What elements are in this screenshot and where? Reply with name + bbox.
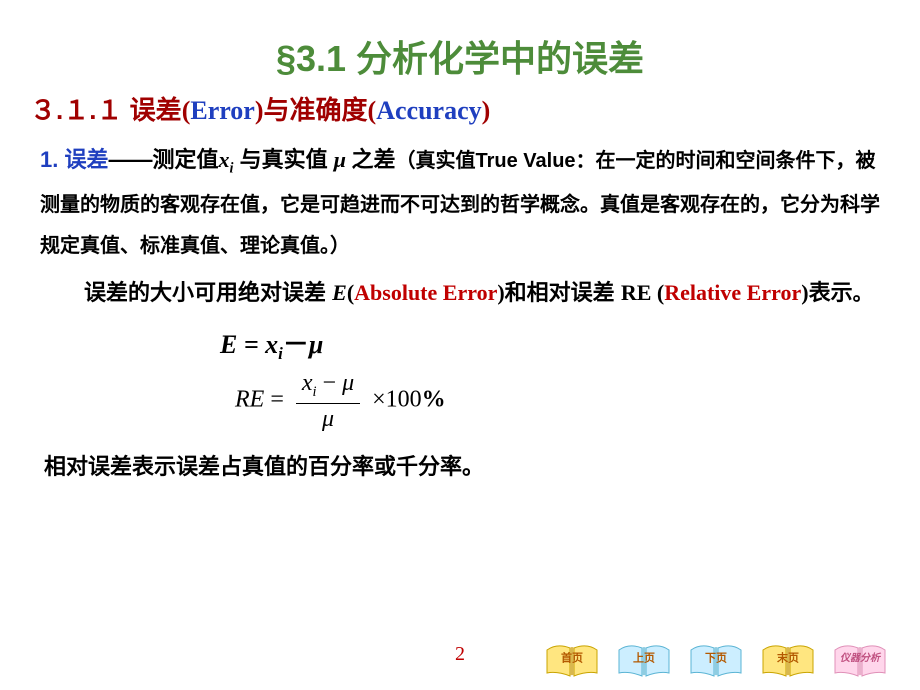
eq-minus: － [283, 330, 309, 359]
eq-equals: = [270, 387, 290, 413]
fraction-numerator: xi − μ [296, 370, 360, 404]
true-value-cn: 真实值 [415, 150, 475, 172]
nav-prev-label: 上页 [633, 652, 655, 664]
true-value-en: True Value： [475, 150, 595, 172]
def-number: 1. [40, 147, 64, 172]
term-absolute-error: Absolute Error [354, 280, 497, 305]
equation-absolute-error: E = xi－μ [220, 324, 880, 364]
section-title: §3.1 分析化学中的误差 [40, 30, 880, 82]
nav-next-button[interactable]: 下页 [686, 638, 746, 680]
text: 表示 [809, 280, 853, 305]
fraction: xi − μ μ [296, 370, 360, 432]
nav-first-label: 首页 [561, 652, 583, 664]
eq-mu: μ [309, 330, 323, 359]
def-text: 与真实值 [233, 147, 333, 172]
term-accuracy: Accuracy [376, 96, 481, 125]
definition-paragraph: 1. 误差——测定值xi 与真实值 μ 之差（真实值True Value：在一定… [40, 139, 880, 266]
fraction-denominator: μ [296, 404, 360, 432]
var-mu: μ [334, 147, 352, 172]
nav-last-label: 末页 [777, 652, 799, 664]
subsection-number: ３.１.１ [30, 95, 130, 125]
eq-RE: RE [235, 387, 264, 413]
var-RE: RE ( [621, 280, 664, 305]
paren: ) [482, 96, 491, 125]
nav-first-button[interactable]: 首页 [542, 638, 602, 680]
var-x: x [219, 147, 230, 172]
page-number: 2 [455, 643, 465, 666]
eq-times100: ×100 [372, 387, 422, 413]
paren-close: ） [330, 235, 350, 257]
def-text: 之差 [351, 147, 395, 172]
usage-paragraph: 误差的大小可用绝对误差 E(Absolute Error)和相对误差 RE (R… [40, 272, 880, 314]
nav-next-label: 下页 [705, 652, 727, 664]
paren: ) [255, 96, 264, 125]
paren: ( [368, 96, 377, 125]
paren: ) [801, 280, 808, 305]
slide-container: §3.1 分析化学中的误差 ３.１.１ 误差(Error)与准确度(Accura… [0, 0, 920, 690]
paren: ) [497, 280, 504, 305]
def-term: 误差 [64, 147, 108, 172]
nav-prev-button[interactable]: 上页 [614, 638, 674, 680]
eq-lhs: E = x [220, 330, 278, 359]
text: 和相对误差 [505, 280, 615, 305]
def-dash: —— [108, 147, 152, 172]
conclusion-paragraph: 相对误差表示误差占真值的百分率或千分率。 [44, 446, 880, 488]
dot: 。 [853, 283, 873, 305]
nav-analysis-label: 仪器分析 [840, 653, 880, 664]
term-error: Error [190, 96, 255, 125]
paren-open: （ [395, 150, 415, 172]
eq-percent: % [422, 387, 446, 413]
num-x: x [302, 370, 313, 396]
subsection-title: ３.１.１ 误差(Error)与准确度(Accuracy) [30, 90, 880, 127]
navigation-bar: 首页 上页 下页 末页 [542, 638, 890, 680]
num-minus: − [317, 370, 343, 396]
num-mu: μ [342, 370, 354, 396]
var-E: E [332, 280, 347, 305]
def-text: 测定值 [152, 147, 218, 172]
nav-analysis-button[interactable]: 仪器分析 [830, 638, 890, 680]
nav-last-button[interactable]: 末页 [758, 638, 818, 680]
subsection-part1: 误差 [130, 95, 182, 125]
equation-relative-error: RE = xi − μ μ ×100% [235, 370, 880, 432]
text: 误差的大小可用绝对误差 [84, 280, 332, 305]
term-relative-error: Relative Error [664, 280, 801, 305]
subsection-part2: 与准确度 [264, 95, 368, 125]
